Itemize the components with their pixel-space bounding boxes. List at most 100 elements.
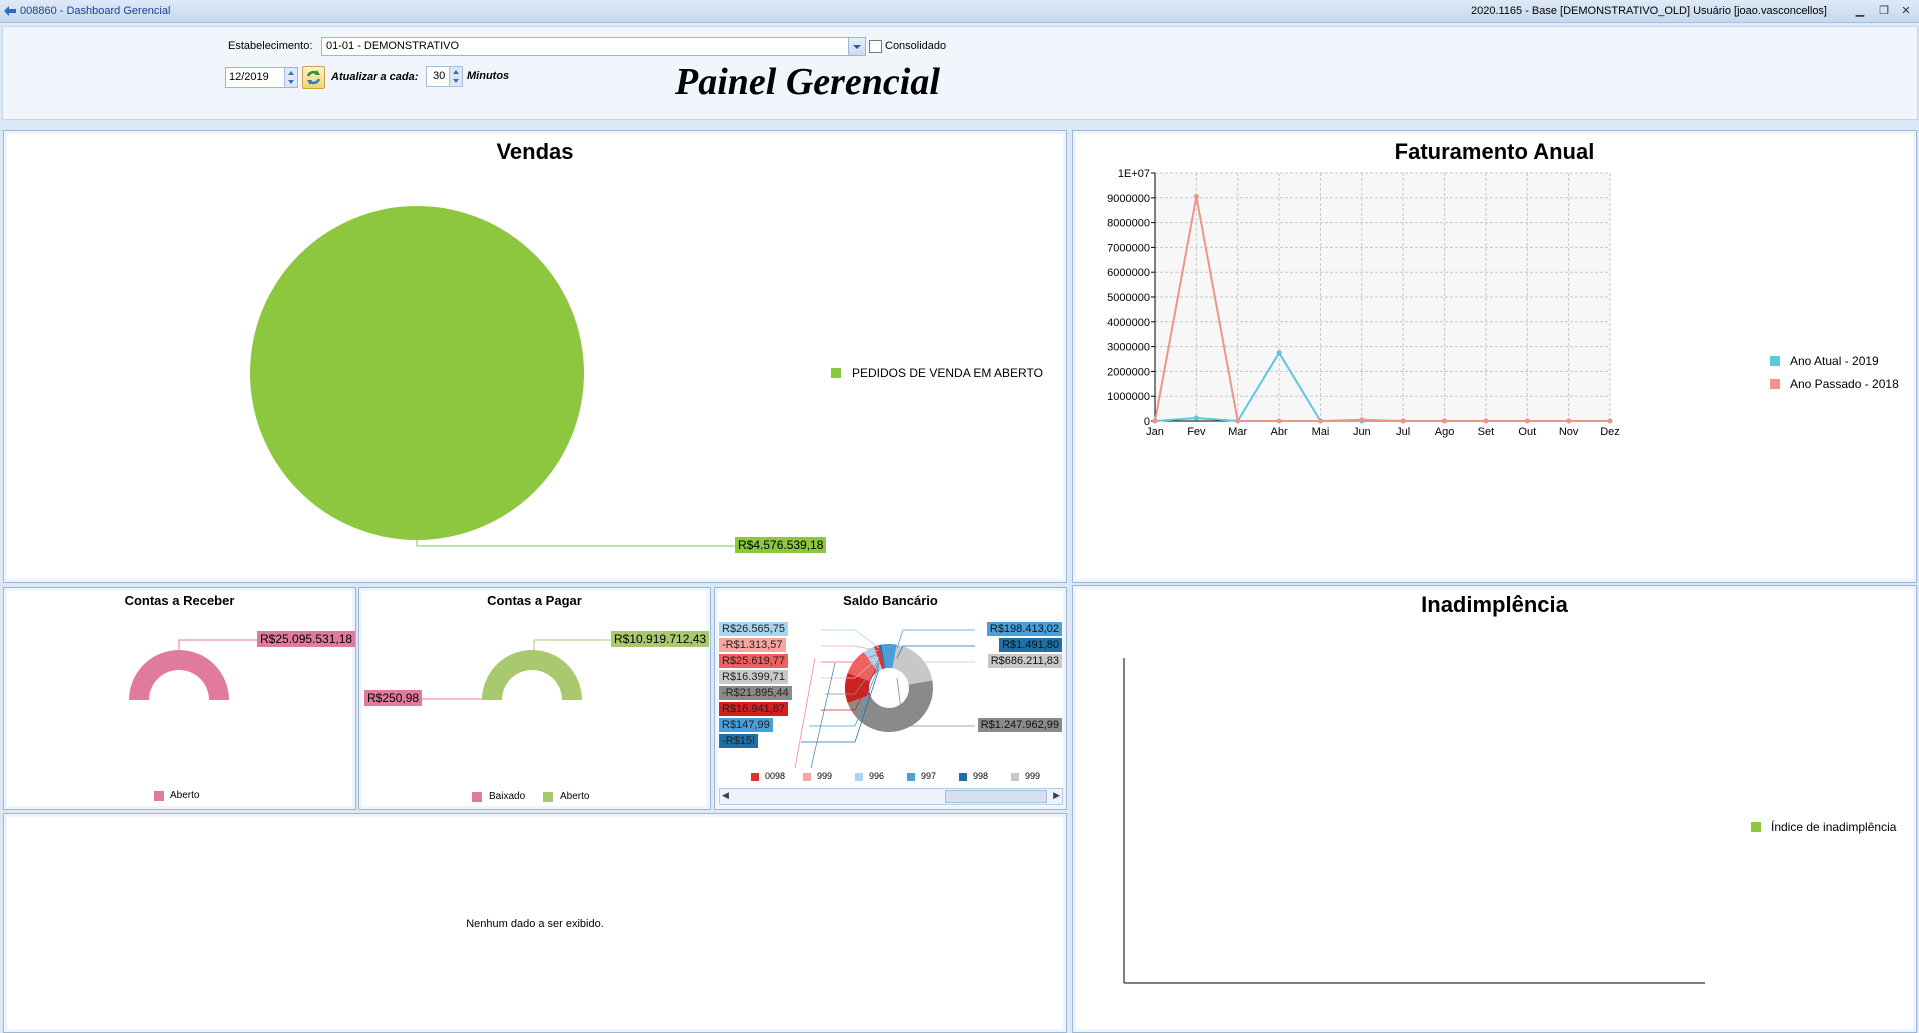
legend-label-ano-passado: Ano Passado - 2018 [1790, 377, 1899, 391]
saldo-left-label: R$16.399,71 [719, 670, 788, 684]
faturamento-chart: 0 1000000 2000000 3000000 4000000 5000000 6000… [1107, 168, 1620, 438]
saldo-slice [847, 680, 933, 733]
contas-pagar-chart [419, 639, 612, 700]
inadimplencia-legend-label: Índice de inadimplência [1771, 820, 1897, 834]
period-stepper[interactable]: 12/2019 [225, 67, 298, 88]
series-line-1 [1154, 196, 1610, 422]
x-tick-label: Ago [1435, 426, 1455, 438]
saldo-leader-line [821, 645, 880, 652]
period-stepper-arrows-icon[interactable] [284, 68, 297, 87]
saldo-left-label: -R$15! [719, 734, 759, 748]
x-tick-label: Set [1478, 426, 1495, 438]
vendas-title: Vendas [496, 139, 574, 164]
x-tick-label: Mai [1312, 426, 1330, 438]
close-button[interactable]: ✕ [1901, 5, 1911, 17]
saldo-legend-label: 0098 [765, 771, 786, 781]
saldo-bancario-panel: Saldo Bancário R$26.565,75 -R$1.313,57 R$2… [714, 587, 1067, 810]
saldo-legend-swatch [1011, 773, 1019, 781]
restore-button[interactable]: ❐ [1879, 5, 1889, 17]
contas-pagar-title: Contas a Pagar [487, 593, 582, 608]
saldo-legend-label: 998 [973, 771, 989, 781]
saldo-leader-line [821, 629, 880, 649]
window-info: 2020.1165 - Base [DEMONSTRATIVO_OLD] Usu… [1470, 5, 1827, 17]
saldo-slice [881, 644, 897, 669]
contas-pagar-baixado-label: R$250,98 [364, 690, 423, 706]
faturamento-panel: Faturamento Anual 0 1000000 2000000 3000000… [1072, 130, 1917, 583]
contas-pagar-legend-baixado: Baixado [489, 791, 526, 802]
refresh-button[interactable] [302, 66, 325, 89]
saldo-leader-line [821, 653, 880, 663]
contas-receber-slice [129, 650, 229, 700]
minimize-button[interactable]: ▁ [1855, 5, 1865, 17]
series-point [1276, 350, 1282, 356]
vendas-legend-label: PEDIDOS DE VENDA EM ABERTO [852, 366, 1043, 380]
scroll-left-icon[interactable]: ◀ [722, 790, 729, 800]
saldo-leader-line [896, 645, 975, 659]
saldo-left-label: R$26.565,75 [719, 622, 788, 636]
x-tick-label: Jul [1396, 426, 1410, 438]
saldo-bancario-title: Saldo Bancário [843, 593, 938, 608]
inadimplencia-chart [1123, 658, 1705, 984]
saldo-legend-label: 997 [921, 771, 937, 781]
series-point [1607, 418, 1613, 424]
consolidado-label: Consolidado [885, 40, 947, 52]
page-title: Painel Gerencial [675, 61, 940, 103]
contas-pagar-leader-aberto [533, 639, 612, 650]
saldo-leader-line [896, 629, 975, 649]
saldo-legend-label: 999 [1025, 771, 1041, 781]
x-tick-label: Jun [1353, 426, 1371, 438]
contas-pagar-legend-aberto: Aberto [560, 791, 590, 802]
contas-pagar-legend-swatch-baixado [472, 792, 482, 802]
y-tick-label: 6000000 [1107, 267, 1150, 279]
y-tick-label: 5000000 [1107, 292, 1150, 304]
series-point [1566, 418, 1572, 424]
saldo-legend-swatch [855, 773, 863, 781]
consolidado-checkbox[interactable] [869, 40, 882, 53]
legend-swatch-ano-atual [1770, 356, 1780, 366]
saldo-legend-swatch [959, 773, 967, 781]
saldo-slice [845, 672, 871, 704]
x-tick-label: Mar [1228, 426, 1247, 438]
saldo-leader-line [821, 662, 880, 711]
atualizar-stepper[interactable]: 30 [426, 66, 463, 87]
contas-pagar-panel: Contas a Pagar R$10.919.712,43 R$250,98 … [358, 587, 711, 810]
refresh-icon [306, 70, 321, 85]
atualizar-stepper-arrows-icon[interactable] [449, 67, 462, 86]
saldo-legend-label: 999 [817, 771, 833, 781]
back-arrow-icon[interactable] [3, 4, 17, 18]
scrollbar-thumb[interactable] [945, 790, 1047, 803]
vendas-chart [250, 206, 736, 547]
filter-header: Estabelecimento: 01-01 - DEMONSTRATIVO C… [2, 26, 1918, 120]
y-tick-label: 2000000 [1107, 366, 1150, 378]
contas-pagar-legend-swatch-aberto [543, 792, 553, 802]
series-point [1276, 418, 1282, 424]
saldo-right-label: R$1.247.962,99 [977, 718, 1062, 732]
contas-receber-legend-label: Aberto [170, 790, 200, 801]
chevron-down-icon[interactable] [848, 38, 865, 55]
inadimplencia-panel: Inadimplência Índice de inadimplência [1072, 585, 1917, 1033]
y-tick-label: 1E+07 [1118, 168, 1150, 180]
saldo-legend-swatch [907, 773, 915, 781]
saldo-left-label: R$25.619,77 [719, 654, 788, 668]
saldo-leader-line [821, 656, 880, 679]
series-point [1235, 418, 1241, 424]
window-title-bar: 008860 - Dashboard Gerencial 2020.1165 -… [0, 0, 1919, 23]
x-tick-label: Out [1518, 426, 1536, 438]
saldo-left-label: R$147,99 [719, 718, 773, 732]
x-tick-label: Dez [1600, 426, 1620, 438]
series-point [1400, 418, 1406, 424]
saldo-right-label: R$686.211,83 [987, 654, 1062, 668]
vendas-slice [250, 206, 584, 540]
saldo-leader-line [801, 668, 880, 743]
horizontal-scrollbar[interactable]: ◀ ▶ [719, 788, 1063, 805]
estabelecimento-combo[interactable]: 01-01 - DEMONSTRATIVO [321, 37, 866, 56]
saldo-right-label: R$198.413,02 [986, 622, 1062, 636]
saldo-left-label: -R$21.895,44 [719, 686, 792, 700]
saldo-leader-line [896, 661, 975, 669]
contas-receber-legend-swatch [154, 791, 164, 801]
scroll-right-icon[interactable]: ▶ [1053, 790, 1060, 800]
saldo-leader-line [810, 662, 836, 769]
series-point [1359, 417, 1365, 423]
saldo-leader-line [794, 657, 816, 769]
estabelecimento-value: 01-01 - DEMONSTRATIVO [326, 40, 460, 52]
